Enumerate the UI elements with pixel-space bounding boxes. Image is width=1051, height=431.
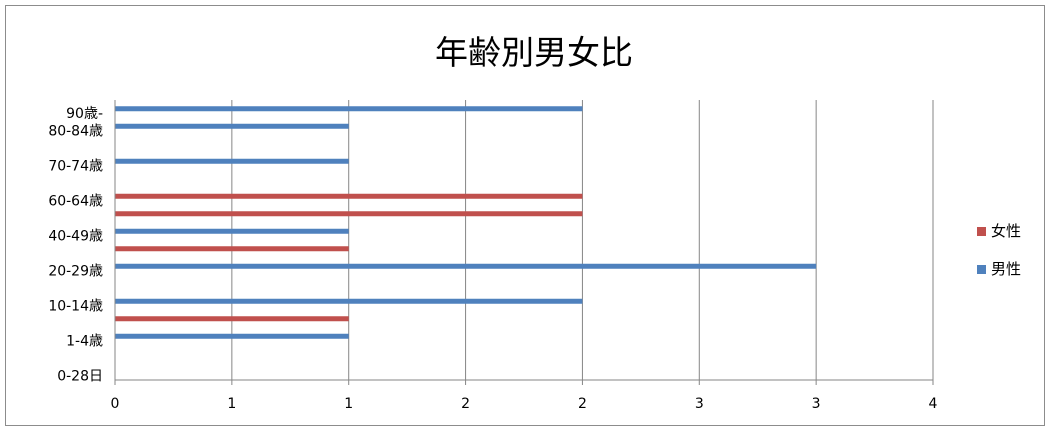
bar-male-row-12	[115, 158, 349, 164]
x-tick-label-7: 4	[929, 396, 938, 412]
legend-swatch-female	[977, 227, 986, 236]
y-tick-label-2: 10-14歳	[48, 298, 103, 314]
x-axis-labels: 0 1 1 2 2 3 3 4	[111, 396, 938, 412]
bar-male-row-15	[115, 106, 583, 112]
legend-label-male: 男性	[991, 260, 1021, 278]
y-tick-label-5: 60-64歳	[48, 193, 103, 209]
y-tick-label-8: 90歳-	[66, 106, 103, 122]
bar-male-row-2	[115, 333, 349, 339]
x-tick-label-1: 1	[227, 396, 236, 412]
bar-male-row-8	[115, 228, 349, 234]
y-tick-label-7: 80-84歳	[48, 123, 103, 139]
bar-male-row-6	[115, 263, 817, 269]
bar-chart: 年齢別男女比 0-28日 1-4歳 10-14歳 20-29歳 40-49歳 60-64歳…	[48, 33, 1021, 412]
y-tick-label-0: 0-28日	[57, 368, 103, 384]
x-tick-label-4: 2	[578, 396, 587, 412]
y-axis-labels: 0-28日 1-4歳 10-14歳 20-29歳 40-49歳 60-64歳 70-74歳 8…	[48, 106, 103, 385]
bar-female-row-9	[115, 211, 583, 217]
y-tick-label-3: 20-29歳	[48, 263, 103, 279]
legend-label-female: 女性	[991, 222, 1021, 240]
bars	[115, 106, 817, 339]
legend-swatch-male	[977, 265, 986, 274]
chart-title: 年齢別男女比	[435, 33, 633, 72]
chart-frame: 年齢別男女比 0-28日 1-4歳 10-14歳 20-29歳 40-49歳 60-64歳…	[5, 5, 1045, 426]
gridlines	[114, 100, 934, 380]
x-tick-label-0: 0	[111, 396, 120, 412]
y-tick-label-4: 40-49歳	[48, 228, 103, 244]
bar-male-row-14	[115, 123, 349, 129]
axes	[114, 100, 934, 385]
y-tick-label-6: 70-74歳	[48, 158, 103, 174]
bar-female-row-3	[115, 316, 349, 322]
y-tick-label-1: 1-4歳	[66, 333, 103, 349]
x-tick-label-5: 3	[695, 396, 704, 412]
bar-female-row-7	[115, 246, 349, 252]
bar-female-row-10	[115, 193, 583, 199]
x-tick-label-3: 2	[461, 396, 470, 412]
bar-male-row-4	[115, 298, 583, 304]
x-tick-label-6: 3	[812, 396, 821, 412]
x-tick-label-2: 1	[344, 396, 353, 412]
